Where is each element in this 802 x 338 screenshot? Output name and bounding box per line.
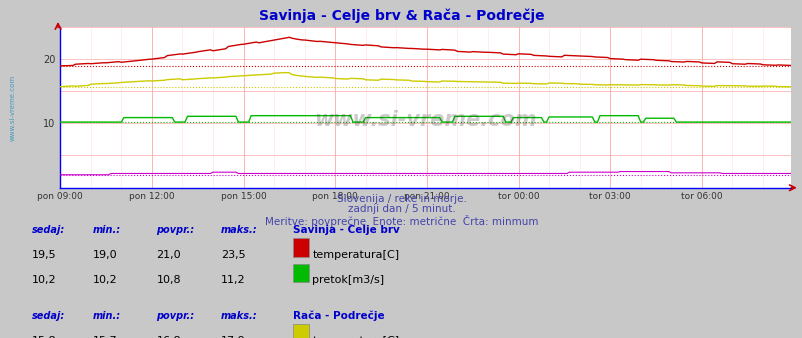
- Text: 19,0: 19,0: [92, 250, 117, 260]
- Text: povpr.:: povpr.:: [156, 225, 194, 235]
- Text: temperatura[C]: temperatura[C]: [312, 250, 399, 260]
- Text: 15,8: 15,8: [32, 336, 57, 338]
- Text: www.si-vreme.com: www.si-vreme.com: [314, 110, 537, 130]
- Text: Slovenija / reke in morje.: Slovenija / reke in morje.: [336, 194, 466, 204]
- Text: 10,8: 10,8: [156, 275, 181, 286]
- Text: 15,7: 15,7: [92, 336, 117, 338]
- Text: Meritve: povprečne  Enote: metrične  Črta: minmum: Meritve: povprečne Enote: metrične Črta:…: [265, 215, 537, 227]
- Text: sedaj:: sedaj:: [32, 225, 65, 235]
- Text: Rača - Podrečje: Rača - Podrečje: [293, 311, 384, 321]
- Text: 19,5: 19,5: [32, 250, 57, 260]
- Text: sedaj:: sedaj:: [32, 311, 65, 321]
- Text: temperatura[C]: temperatura[C]: [312, 336, 399, 338]
- Text: pretok[m3/s]: pretok[m3/s]: [312, 275, 384, 286]
- Text: www.si-vreme.com: www.si-vreme.com: [10, 75, 15, 141]
- Text: Savinja - Celje brv & Rača - Podrečje: Savinja - Celje brv & Rača - Podrečje: [258, 8, 544, 23]
- Text: maks.:: maks.:: [221, 225, 257, 235]
- Text: min.:: min.:: [92, 225, 120, 235]
- Text: povpr.:: povpr.:: [156, 311, 194, 321]
- Text: min.:: min.:: [92, 311, 120, 321]
- Text: zadnji dan / 5 minut.: zadnji dan / 5 minut.: [347, 204, 455, 215]
- Text: 11,2: 11,2: [221, 275, 245, 286]
- Text: maks.:: maks.:: [221, 311, 257, 321]
- Text: 10,2: 10,2: [32, 275, 57, 286]
- Text: 16,8: 16,8: [156, 336, 181, 338]
- Text: Savinja - Celje brv: Savinja - Celje brv: [293, 225, 399, 235]
- Text: 23,5: 23,5: [221, 250, 245, 260]
- Text: 10,2: 10,2: [92, 275, 117, 286]
- Text: 21,0: 21,0: [156, 250, 181, 260]
- Text: 17,9: 17,9: [221, 336, 245, 338]
